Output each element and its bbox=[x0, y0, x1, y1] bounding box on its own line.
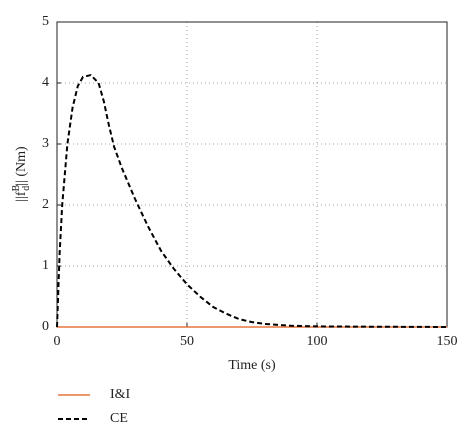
x-tick-label: 150 bbox=[437, 334, 458, 349]
y-tick-label: 1 bbox=[42, 258, 49, 273]
y-tick-label: 2 bbox=[42, 197, 49, 212]
x-tick-label: 50 bbox=[180, 334, 194, 349]
x-tick-label: 100 bbox=[307, 334, 328, 349]
plot-frame bbox=[56, 21, 448, 328]
y-tick-label: 5 bbox=[42, 14, 49, 29]
y-label-sup: B bbox=[11, 184, 22, 191]
x-axis-label: Time (s) bbox=[228, 358, 276, 373]
y-tick-label: 0 bbox=[42, 319, 49, 334]
legend-label: CE bbox=[110, 411, 128, 426]
y-label-tail: || (Nm) bbox=[14, 146, 29, 186]
y-label-sub: d bbox=[21, 186, 32, 191]
y-tick-label: 4 bbox=[42, 75, 49, 90]
y-tick-label: 3 bbox=[42, 136, 49, 151]
legend-label: I&I bbox=[110, 387, 131, 402]
y-label-base: ||f bbox=[14, 191, 29, 202]
y-axis-label: ||fBd|| (Nm) bbox=[11, 146, 32, 202]
series-line bbox=[56, 73, 448, 328]
x-tick-label: 0 bbox=[54, 334, 61, 349]
